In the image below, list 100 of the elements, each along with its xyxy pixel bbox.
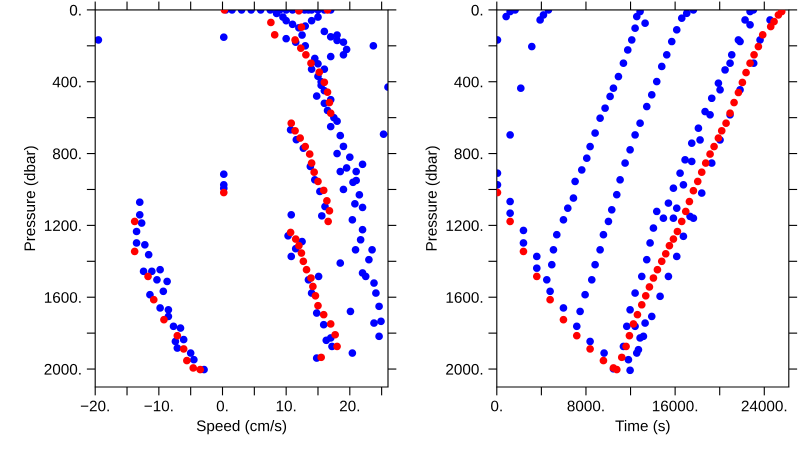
point: [646, 283, 654, 291]
x-tick-label: 0.: [216, 400, 228, 412]
point: [546, 296, 554, 304]
x-axis-title: Speed (cm/s): [196, 420, 286, 434]
y-tick-label: 800.: [454, 148, 482, 160]
point: [718, 126, 726, 135]
y-tick-label: 2000.: [44, 364, 81, 375]
point: [267, 18, 275, 26]
point: [638, 300, 646, 309]
point: [183, 356, 191, 364]
point: [702, 159, 710, 167]
point: [634, 310, 642, 318]
point: [654, 266, 662, 274]
y-tick-label: 800.: [52, 148, 81, 160]
point: [678, 218, 686, 226]
point: [298, 249, 306, 257]
y-tick-label: 1600.: [44, 292, 81, 303]
point: [710, 142, 718, 150]
point: [323, 196, 331, 205]
y-axis-title: Pressure (dbar): [24, 146, 38, 250]
point: [706, 150, 714, 158]
x-tick-label: 8000.: [568, 400, 604, 412]
point: [586, 345, 594, 353]
point: [295, 242, 303, 250]
point: [307, 274, 315, 282]
y-tick-label: 2000.: [446, 364, 482, 375]
point: [298, 23, 306, 31]
point: [650, 274, 658, 282]
point: [572, 332, 581, 340]
point: [738, 78, 746, 86]
point: [309, 282, 317, 290]
point: [326, 320, 335, 328]
point: [666, 242, 674, 250]
point: [292, 235, 300, 243]
point: [220, 188, 228, 196]
point: [600, 356, 608, 364]
point: [320, 78, 328, 86]
point: [686, 198, 694, 206]
y-tick-label: 0.: [471, 4, 482, 16]
point: [296, 44, 305, 52]
point: [642, 292, 650, 300]
point: [302, 266, 310, 274]
point: [300, 257, 308, 266]
point: [670, 235, 678, 243]
point: [174, 332, 182, 340]
point: [302, 50, 310, 59]
point: [333, 342, 341, 350]
point: [314, 302, 322, 310]
point: [180, 345, 188, 353]
point: [754, 42, 762, 50]
y-tick-label: 1600.: [446, 292, 482, 303]
point: [674, 228, 682, 236]
point: [626, 332, 634, 340]
point: [160, 316, 168, 324]
x-tick-label: 24000.: [742, 400, 786, 412]
point: [532, 272, 541, 280]
point: [698, 168, 706, 176]
point: [324, 88, 332, 96]
point: [320, 310, 328, 318]
point: [291, 126, 299, 135]
x-tick-label: 0.: [491, 400, 502, 412]
y-tick-label: 0.: [70, 4, 81, 16]
point: [315, 68, 324, 76]
point: [326, 98, 334, 106]
point: [612, 366, 621, 374]
point: [308, 159, 316, 167]
point: [310, 168, 318, 176]
point: [690, 186, 698, 195]
y-tick-label: 400.: [454, 76, 482, 88]
x-tick-label: −10.: [144, 400, 173, 412]
point: [622, 342, 630, 350]
point: [307, 59, 315, 68]
point: [658, 257, 666, 266]
point: [331, 330, 339, 339]
x-tick-label: 16000.: [652, 400, 698, 412]
point: [730, 98, 738, 106]
point: [324, 218, 332, 226]
point: [291, 36, 299, 44]
point: [506, 218, 514, 226]
point: [520, 248, 528, 256]
point: [317, 354, 325, 362]
x-tick-label: 20.: [340, 400, 360, 412]
point: [758, 31, 767, 39]
point: [750, 50, 758, 59]
point: [746, 59, 754, 68]
point: [560, 316, 568, 324]
x-tick-label: 10.: [276, 400, 296, 412]
point: [312, 292, 320, 300]
point: [287, 119, 296, 128]
point: [630, 320, 638, 328]
point: [130, 218, 138, 226]
point: [778, 10, 786, 16]
point: [694, 178, 702, 186]
y-tick-label: 1200.: [44, 220, 81, 232]
point: [314, 178, 322, 186]
y-tick-label: 400.: [52, 76, 81, 88]
point: [770, 18, 778, 26]
point: [306, 150, 314, 158]
x-axis-title: Time (s): [615, 420, 670, 434]
point: [662, 250, 670, 258]
